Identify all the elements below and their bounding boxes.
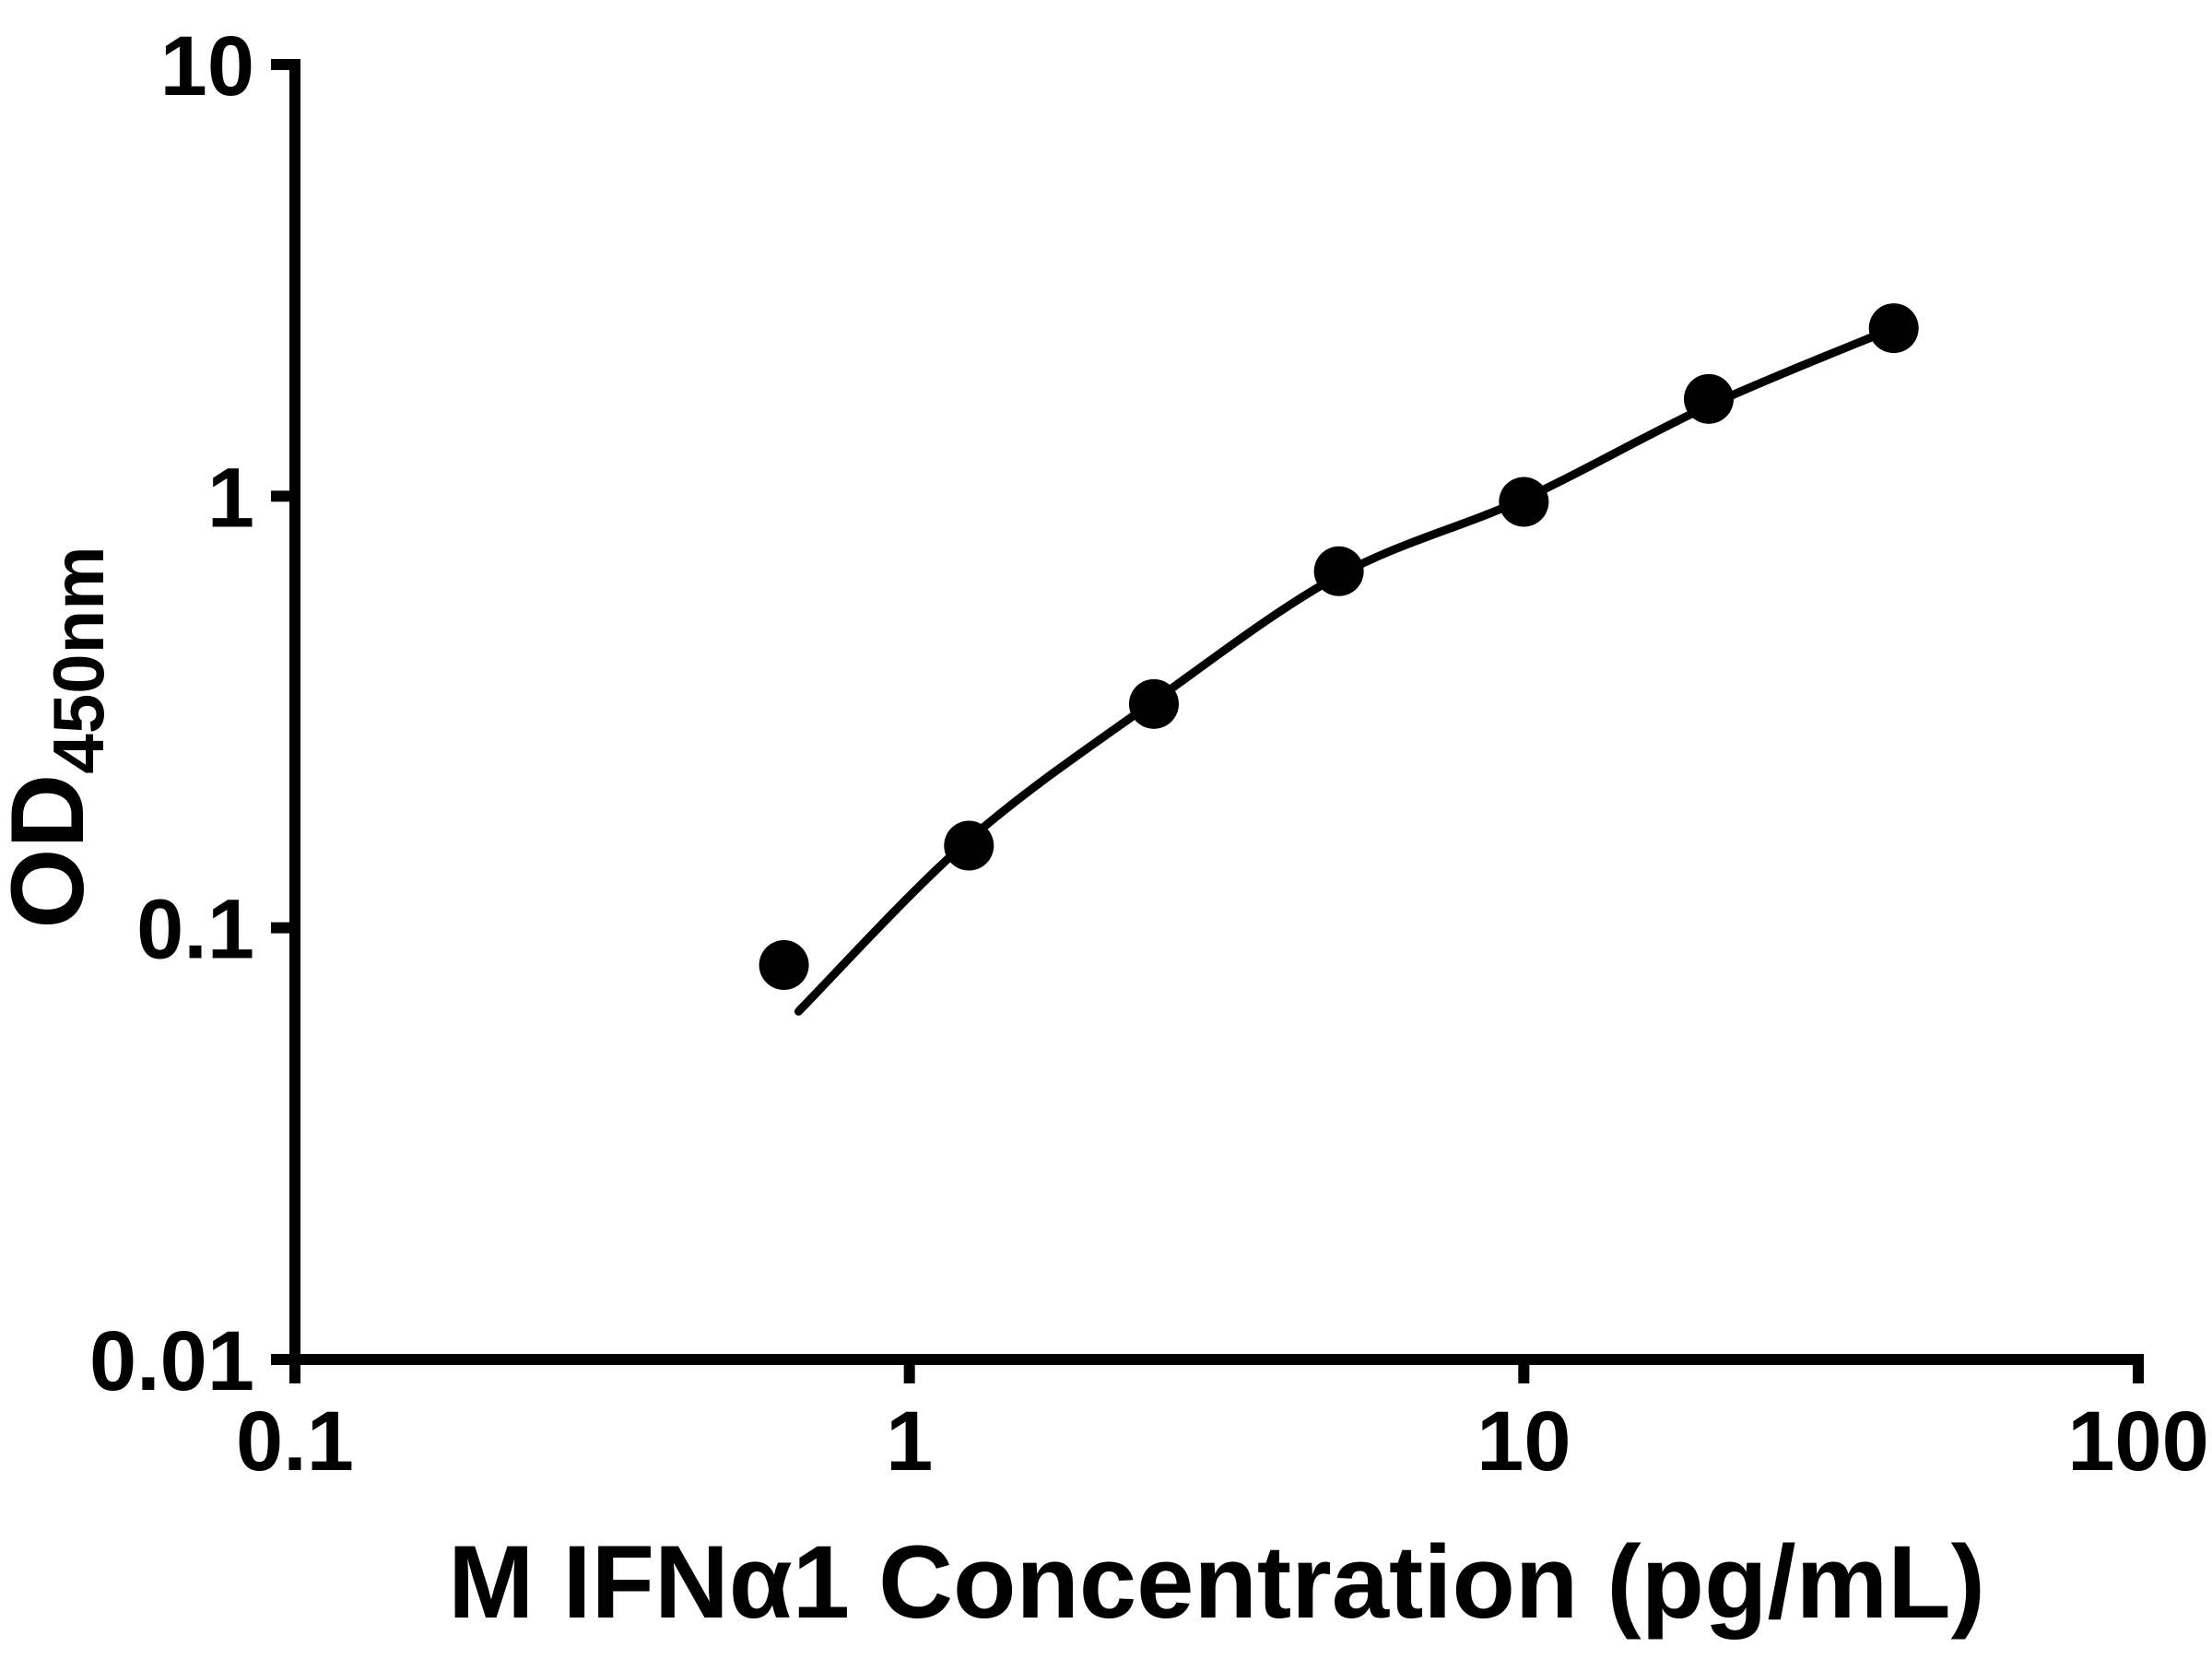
y-tick-label: 0.1	[136, 883, 254, 977]
y-tick-label: 1	[207, 451, 254, 545]
data-point-marker	[1128, 678, 1179, 729]
y-tick-label: 10	[160, 19, 254, 113]
x-axis-title: M IFNα1 Concentration (pg/mL)	[448, 1524, 1985, 1640]
y-axis-title: OD450nm	[0, 546, 119, 928]
x-tick-label: 0.1	[236, 1394, 354, 1488]
y-axis-title-main: OD	[0, 774, 105, 929]
x-tick-label: 100	[2067, 1394, 2209, 1488]
data-point-marker	[1868, 303, 1919, 354]
y-tick-label: 0.01	[89, 1314, 254, 1408]
x-tick-label: 10	[1477, 1394, 1571, 1488]
data-point-marker	[944, 820, 994, 871]
data-point-marker	[759, 940, 809, 991]
fit-curve	[794, 324, 1899, 1016]
data-point-marker	[1313, 546, 1364, 596]
x-tick-label: 1	[886, 1394, 933, 1488]
y-axis-title-subscript: 450nm	[38, 546, 119, 773]
data-point-marker	[1684, 373, 1735, 424]
data-point-marker	[1499, 477, 1549, 527]
